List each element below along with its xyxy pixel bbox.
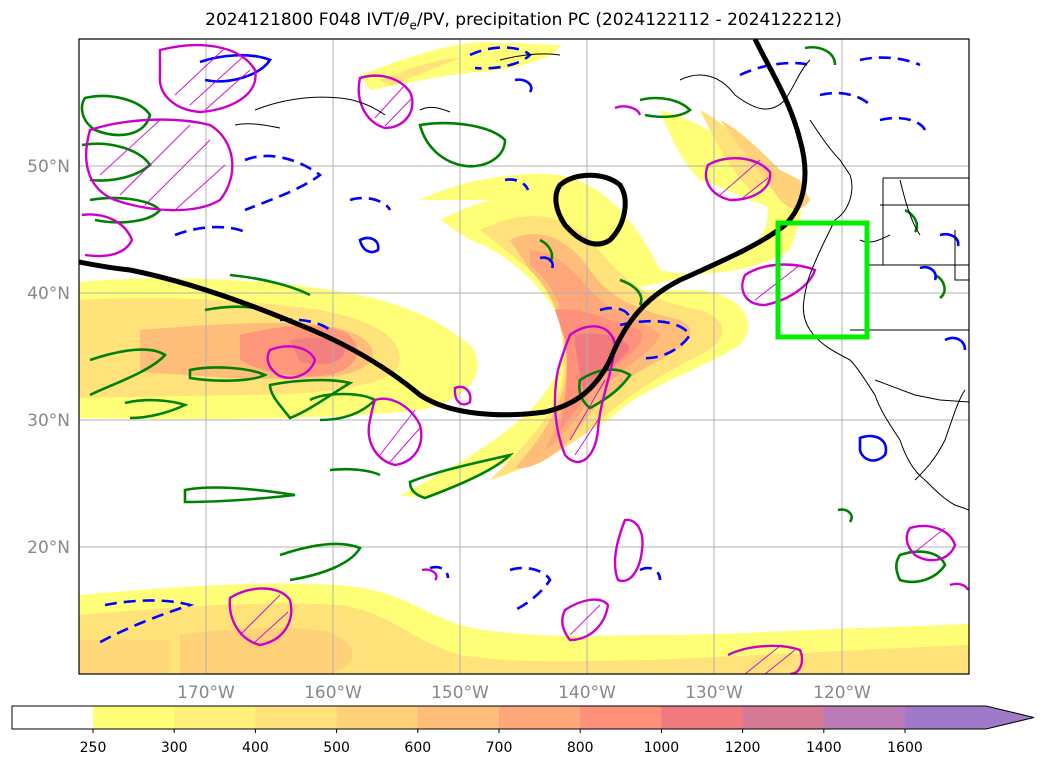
colorbar-under-segment (12, 706, 93, 729)
colorbar-outline (11, 705, 1035, 730)
lat-label: 30°N (27, 411, 70, 431)
theta-e-negative-solid-contours (199, 53, 967, 462)
colorbar-tick-label: 1600 (887, 740, 923, 756)
colorbar-extend-arrow (986, 706, 1034, 729)
colorbar-tick-label: 800 (567, 740, 594, 756)
map-title: 2024121800 F048 IVT/θe/PV, precipitation… (205, 10, 842, 33)
lat-label: 40°N (27, 284, 70, 304)
colorbar-segment (93, 706, 175, 729)
colorbar-tick-label: 600 (404, 740, 431, 756)
lat-label: 20°N (27, 538, 70, 558)
colorbar-tick-label: 500 (323, 740, 350, 756)
colorbar-segment (255, 706, 338, 729)
lat-label: 50°N (27, 157, 70, 177)
lon-label: 140°W (558, 683, 616, 703)
colorbar-tick-label: 1000 (644, 740, 680, 756)
pv-contour (79, 39, 808, 418)
colorbar-segment (580, 706, 662, 729)
colorbar: 250 300 400 500 600 700 800 1000 1200 1400 1600 (11, 705, 1035, 756)
colorbar-tick-label: 700 (486, 740, 513, 756)
colorbar-tick-label: 250 (80, 740, 107, 756)
ivt-shading (79, 42, 969, 674)
lon-label: 160°W (304, 683, 362, 703)
lon-label: 120°W (813, 683, 871, 703)
map-frame (78, 38, 970, 675)
precip-hatching (99, 47, 946, 674)
colorbar-segment (336, 706, 419, 729)
graticule (79, 39, 969, 674)
colorbar-segment (174, 706, 256, 729)
colorbar-segment (661, 706, 744, 729)
colorbar-segment (417, 706, 500, 729)
colorbar-segment (499, 706, 581, 729)
colorbar-segment (742, 706, 825, 729)
colorbar-segment (823, 706, 906, 729)
lon-label: 130°W (685, 683, 743, 703)
map-panel (79, 39, 969, 674)
lon-label: 150°W (431, 683, 489, 703)
lon-label: 170°W (177, 683, 235, 703)
coastlines (234, 53, 969, 511)
highlight-box (775, 220, 870, 340)
colorbar-tick-label: 400 (242, 740, 269, 756)
colorbar-tick-label: 1200 (725, 740, 761, 756)
colorbar-tick-label: 300 (161, 740, 188, 756)
colorbar-segment (905, 706, 986, 729)
colorbar-tick-label: 1400 (806, 740, 842, 756)
theta-e-negative-contours (94, 46, 927, 647)
